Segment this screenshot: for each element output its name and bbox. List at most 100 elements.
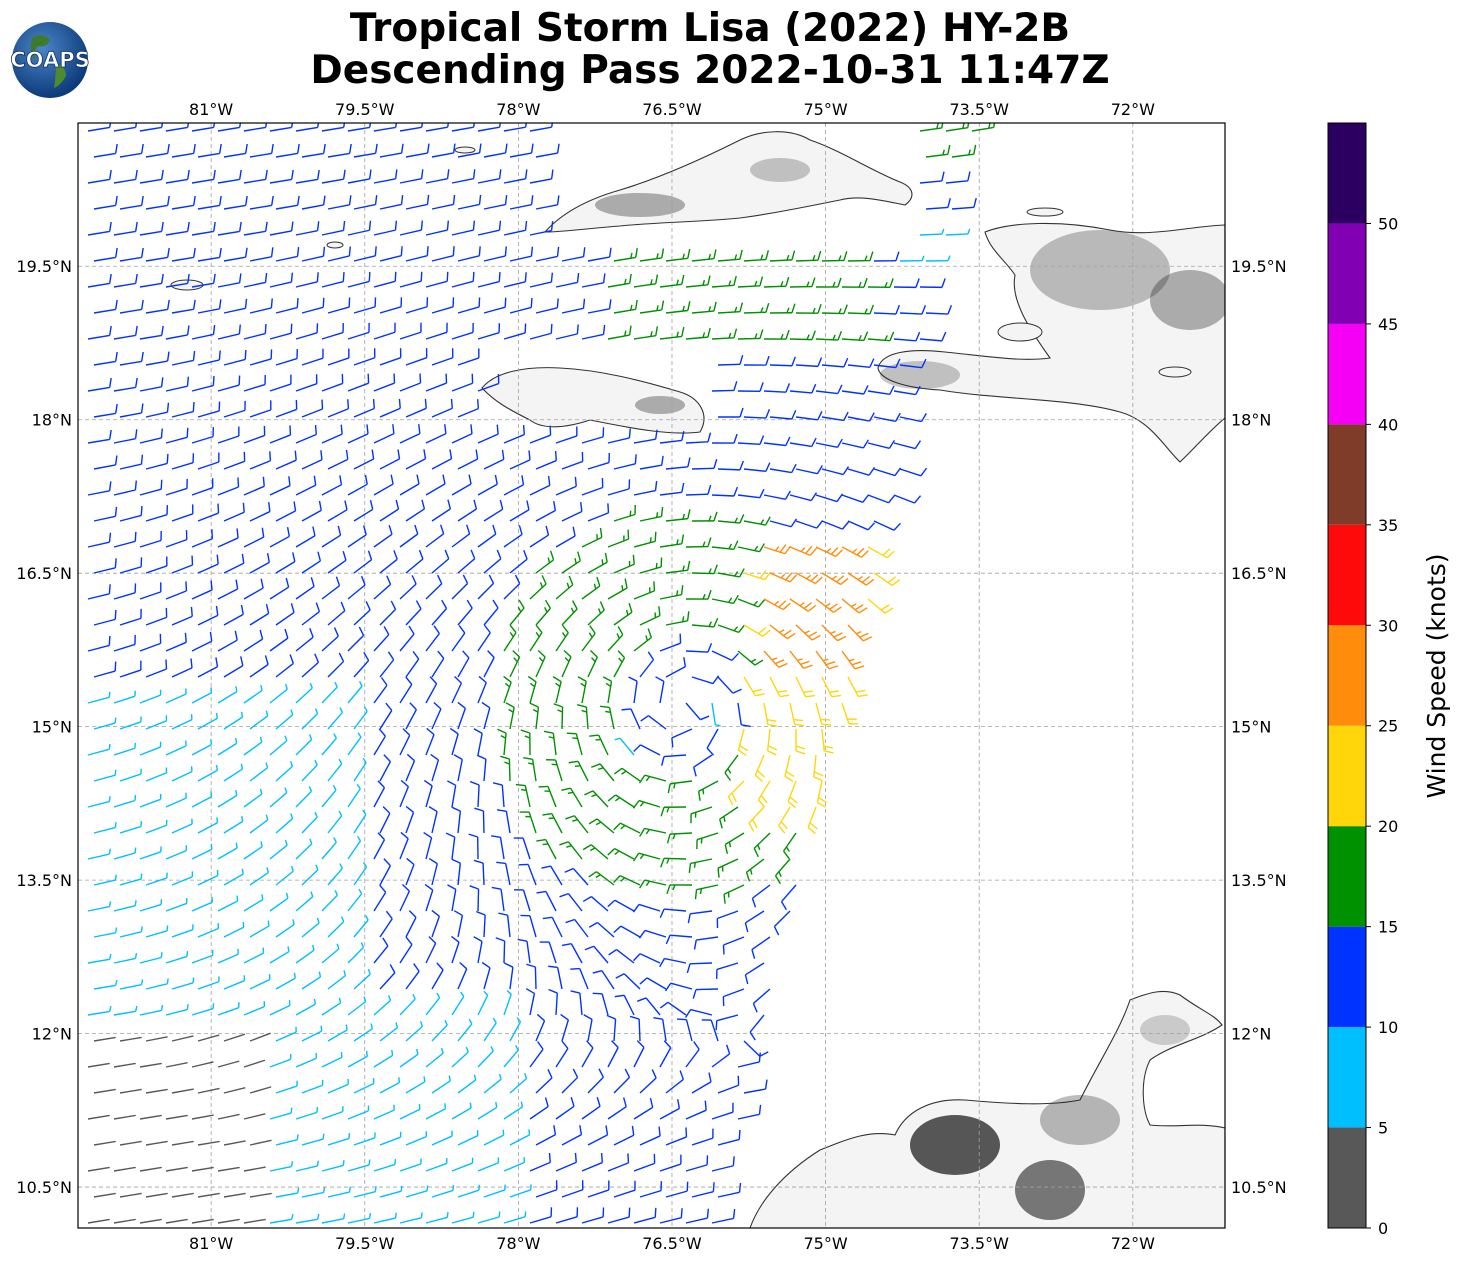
wind-barb	[379, 910, 393, 938]
wind-barb	[145, 659, 168, 678]
wind-barb	[523, 756, 537, 782]
wind-barb	[373, 1049, 394, 1068]
wind-barb	[509, 450, 531, 470]
wind-barb	[275, 246, 300, 262]
wind-barb	[483, 1017, 497, 1042]
wind-barb	[795, 676, 816, 698]
wind-barb	[269, 735, 288, 756]
wind-barb	[639, 300, 665, 314]
wind-barb	[171, 714, 193, 730]
wind-barb	[243, 841, 263, 860]
wind-barb	[503, 1211, 527, 1224]
wind-barb	[711, 275, 737, 288]
wind-barb	[847, 466, 876, 476]
wind-barb	[925, 144, 951, 158]
wind-barb	[815, 650, 839, 670]
wind-barb	[295, 475, 317, 496]
wind-barb	[757, 780, 771, 808]
wind-barb	[685, 1100, 707, 1120]
wind-barb	[581, 427, 605, 444]
wind-barb	[321, 272, 345, 288]
wind-barb	[431, 549, 450, 574]
wind-barb	[275, 709, 294, 730]
wind-barb	[165, 221, 190, 236]
wind-barb	[633, 274, 659, 288]
wind-barb	[483, 246, 507, 262]
wind-barb	[275, 1134, 299, 1146]
wind-barb	[763, 276, 790, 288]
wind-barb	[749, 1014, 765, 1041]
wind-barb	[243, 894, 264, 912]
wind-barb	[269, 1053, 292, 1068]
wind-barb	[93, 717, 117, 730]
wind-barb	[566, 732, 583, 756]
wind-barb	[899, 358, 927, 369]
wind-barb	[379, 246, 403, 262]
wind-barb	[676, 1018, 693, 1042]
wind-barb	[295, 734, 313, 756]
wind-barb	[477, 474, 498, 496]
wind-barb	[119, 557, 143, 574]
wind-barb	[503, 990, 512, 1016]
wind-barb	[373, 832, 386, 860]
wind-barb	[197, 554, 219, 574]
wind-barb	[93, 1036, 116, 1042]
wind-barb	[769, 463, 797, 474]
wind-barb	[139, 582, 162, 600]
wind-barb	[425, 1103, 447, 1120]
wind-barb	[816, 780, 827, 808]
wind-barb	[867, 278, 894, 289]
lat-tick-label-right: 16.5°N	[1231, 564, 1287, 583]
wind-barb	[249, 195, 274, 210]
wind-barb	[743, 1040, 769, 1057]
wind-barb	[269, 221, 294, 236]
wind-barb	[243, 1001, 266, 1016]
wind-barb	[217, 324, 241, 340]
wind-barb	[789, 277, 816, 288]
wind-barb	[431, 499, 452, 522]
wind-barb	[685, 1041, 700, 1068]
wind-barb	[457, 650, 470, 678]
wind-barb	[243, 324, 267, 340]
wind-barb	[535, 298, 559, 314]
wind-barb	[529, 123, 554, 132]
wind-barb	[535, 1180, 558, 1198]
wind-barb	[347, 220, 372, 236]
wind-barb	[353, 1186, 377, 1198]
wind-barb	[165, 792, 187, 808]
wind-barb	[113, 1166, 136, 1172]
wind-barb	[971, 123, 996, 132]
wind-barb	[431, 1019, 448, 1042]
wind-barb	[373, 937, 389, 964]
wind-barb	[561, 247, 586, 262]
wind-barb	[633, 326, 659, 340]
wind-barb	[347, 996, 367, 1016]
colorbar-bin	[1328, 1027, 1366, 1128]
wind-barb	[139, 1005, 164, 1016]
wind-barb	[119, 247, 144, 262]
wind-barb	[321, 1160, 345, 1172]
wind-barb	[659, 633, 682, 652]
wind-barb	[477, 123, 501, 132]
wind-barb	[425, 1158, 448, 1172]
wind-barb	[867, 598, 894, 614]
wind-barb	[295, 944, 315, 964]
wind-barb	[269, 169, 294, 184]
wind-barb	[821, 466, 850, 476]
wind-barb	[113, 847, 137, 860]
wind-barb	[685, 327, 711, 340]
wind-barb	[815, 702, 832, 726]
wind-barb	[795, 410, 823, 421]
wind-barb	[737, 488, 765, 499]
lon-tick-label-top: 75°W	[804, 100, 848, 119]
wind-barb	[629, 1015, 641, 1042]
wind-barb	[457, 399, 480, 418]
colorbar-tick-label: 50	[1378, 214, 1398, 233]
wind-barb	[301, 143, 326, 158]
wind-barb	[373, 626, 390, 652]
wind-barb	[171, 453, 195, 470]
wind-barb	[379, 449, 401, 470]
wind-barb	[347, 1213, 372, 1224]
wind-barb	[919, 331, 947, 342]
wind-barb	[119, 505, 143, 522]
